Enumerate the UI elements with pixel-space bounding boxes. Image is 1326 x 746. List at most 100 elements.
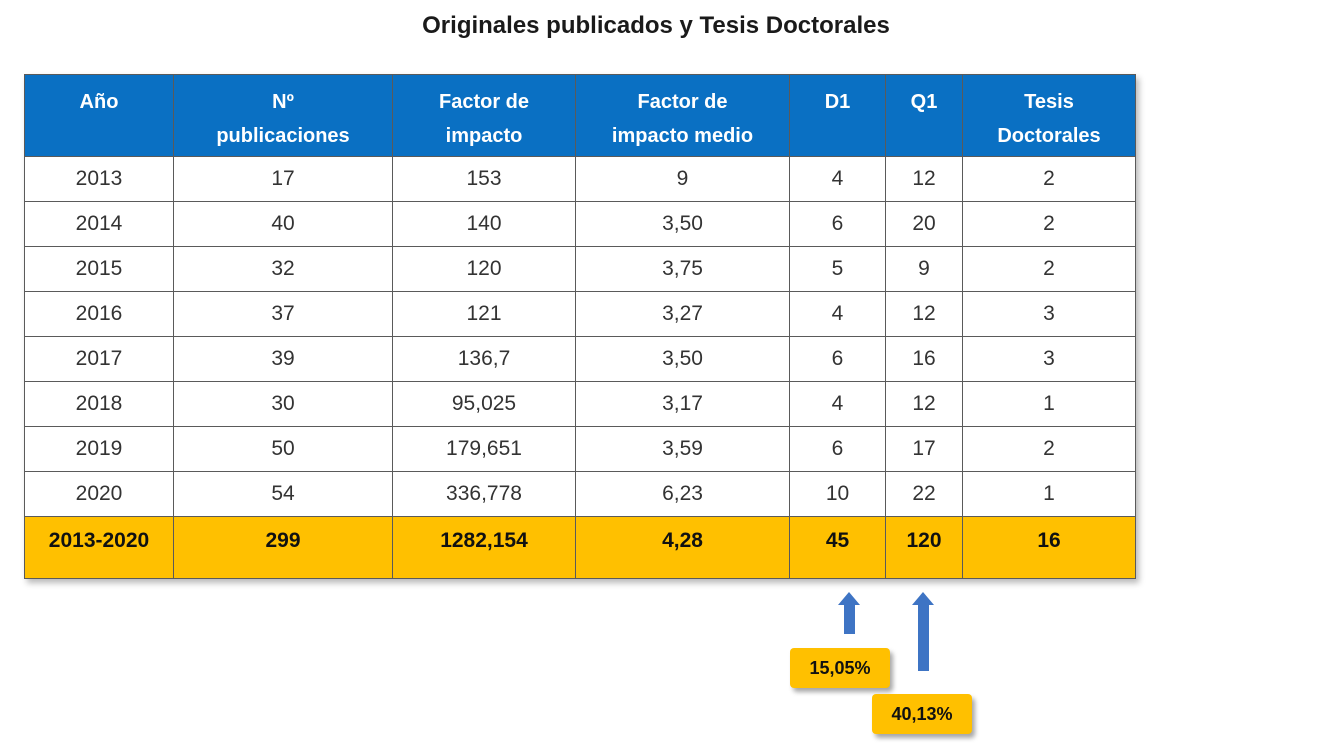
- table-cell: 3: [962, 336, 1136, 382]
- table-cell: 2019: [24, 426, 174, 472]
- table-cell: 3,17: [575, 381, 790, 427]
- total-cell: 2013-2020: [24, 516, 174, 579]
- header-impact-factor: Factor de impacto: [392, 74, 576, 157]
- table-cell: 4: [789, 156, 886, 202]
- table-cell: 6,23: [575, 471, 790, 517]
- table-cell: 12: [885, 381, 963, 427]
- table-cell: 3,75: [575, 246, 790, 292]
- arrow-head: [912, 592, 934, 605]
- table-cell: 12: [885, 291, 963, 337]
- table-cell: 2: [962, 201, 1136, 247]
- table-cell: 16: [885, 336, 963, 382]
- table-cell: 2017: [24, 336, 174, 382]
- header-d1: D1: [789, 74, 886, 157]
- table-cell: 3,50: [575, 336, 790, 382]
- table-cell: 3,50: [575, 201, 790, 247]
- header-q1: Q1: [885, 74, 963, 157]
- table-row: 2016 37 121 3,27 4 12 3: [24, 291, 1136, 337]
- header-impact-factor-line2: impacto: [445, 125, 523, 147]
- table-cell: 9: [885, 246, 963, 292]
- table-cell: 3,59: [575, 426, 790, 472]
- table-cell: 6: [789, 426, 886, 472]
- header-q1-label: Q1: [910, 91, 938, 113]
- table-body: 2013 17 153 9 4 12 2 2014 40 140 3,50 6 20 2 2015 32 120…: [24, 156, 1136, 517]
- table-cell: 2013: [24, 156, 174, 202]
- table-cell: 140: [392, 201, 576, 247]
- publications-table: Año Nº publicaciones Factor de impacto Fac…: [24, 74, 1136, 579]
- table-cell: 121: [392, 291, 576, 337]
- header-theses: Tesis Doctorales: [962, 74, 1136, 157]
- table-cell: 9: [575, 156, 790, 202]
- total-cell: 4,28: [575, 516, 790, 579]
- table-row: 2014 40 140 3,50 6 20 2: [24, 201, 1136, 247]
- table-cell: 50: [173, 426, 393, 472]
- header-year: Año: [24, 74, 174, 157]
- table-cell: 40: [173, 201, 393, 247]
- table-cell: 2020: [24, 471, 174, 517]
- header-mean-impact-factor-line2: impacto medio: [611, 125, 754, 147]
- table-cell: 336,778: [392, 471, 576, 517]
- table-row: 2013 17 153 9 4 12 2: [24, 156, 1136, 202]
- header-d1-label: D1: [824, 91, 851, 113]
- table-cell: 37: [173, 291, 393, 337]
- table-cell: 3: [962, 291, 1136, 337]
- table-cell: 1: [962, 381, 1136, 427]
- table-row: 2017 39 136,7 3,50 6 16 3: [24, 336, 1136, 382]
- table-row: 2020 54 336,778 6,23 10 22 1: [24, 471, 1136, 517]
- header-mean-impact-factor: Factor de impacto medio: [575, 74, 790, 157]
- header-theses-line1: Tesis: [1024, 91, 1074, 113]
- table-cell: 2018: [24, 381, 174, 427]
- page-title: Originales publicados y Tesis Doctorales: [422, 12, 890, 39]
- table-row: 2019 50 179,651 3,59 6 17 2: [24, 426, 1136, 472]
- table-header-row: Año Nº publicaciones Factor de impacto Fac…: [24, 74, 1136, 157]
- total-row: 2013-2020 299 1282,154 4,28 45 120 16: [24, 516, 1136, 579]
- table-cell: 153: [392, 156, 576, 202]
- table-cell: 20: [885, 201, 963, 247]
- table-cell: 10: [789, 471, 886, 517]
- arrow-head: [838, 592, 860, 605]
- table-cell: 6: [789, 201, 886, 247]
- table-cell: 17: [173, 156, 393, 202]
- table-cell: 22: [885, 471, 963, 517]
- header-year-label: Año: [79, 91, 119, 113]
- header-theses-line2: Doctorales: [997, 125, 1101, 147]
- d1-percent-callout: 15,05%: [790, 648, 890, 688]
- table-row: 2015 32 120 3,75 5 9 2: [24, 246, 1136, 292]
- header-publications: Nº publicaciones: [173, 74, 393, 157]
- table-cell: 120: [392, 246, 576, 292]
- total-cell: 45: [789, 516, 886, 579]
- total-cell: 120: [885, 516, 963, 579]
- header-publications-line2: publicaciones: [216, 125, 350, 147]
- table-row: 2018 30 95,025 3,17 4 12 1: [24, 381, 1136, 427]
- table-cell: 5: [789, 246, 886, 292]
- table-cell: 2014: [24, 201, 174, 247]
- table-cell: 136,7: [392, 336, 576, 382]
- table-cell: 2: [962, 246, 1136, 292]
- table-cell: 4: [789, 291, 886, 337]
- table-cell: 2: [962, 156, 1136, 202]
- header-publications-line1: Nº: [272, 91, 294, 113]
- header-impact-factor-line1: Factor de: [438, 91, 530, 113]
- table-cell: 39: [173, 336, 393, 382]
- total-cell: 16: [962, 516, 1136, 579]
- table-cell: 12: [885, 156, 963, 202]
- q1-percent-callout: 40,13%: [872, 694, 972, 734]
- table-cell: 30: [173, 381, 393, 427]
- table-cell: 6: [789, 336, 886, 382]
- total-cell: 1282,154: [392, 516, 576, 579]
- table-cell: 17: [885, 426, 963, 472]
- table-cell: 3,27: [575, 291, 790, 337]
- table-cell: 2: [962, 426, 1136, 472]
- header-mean-impact-factor-line1: Factor de: [637, 91, 728, 113]
- table-cell: 1: [962, 471, 1136, 517]
- table-cell: 95,025: [392, 381, 576, 427]
- table-cell: 32: [173, 246, 393, 292]
- table-cell: 179,651: [392, 426, 576, 472]
- arrow-shaft: [844, 605, 855, 634]
- table-cell: 2016: [24, 291, 174, 337]
- arrow-shaft: [918, 605, 929, 671]
- table-cell: 4: [789, 381, 886, 427]
- table-cell: 2015: [24, 246, 174, 292]
- total-cell: 299: [173, 516, 393, 579]
- table-cell: 54: [173, 471, 393, 517]
